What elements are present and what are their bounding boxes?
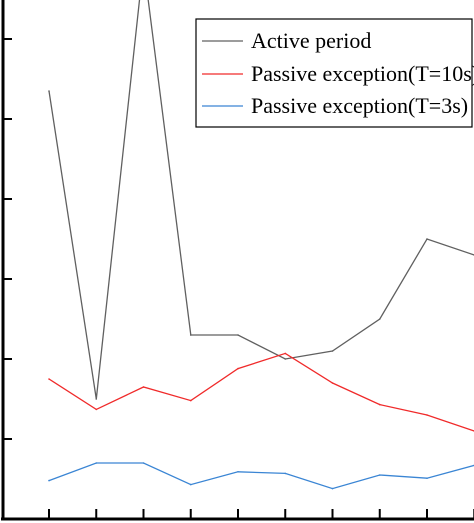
series-1-point — [378, 318, 381, 320]
series-2-point — [237, 367, 239, 370]
series-2-point — [142, 386, 145, 388]
series-3-point — [331, 487, 334, 490]
series-2-point — [284, 352, 287, 355]
series-line-2 — [48, 352, 474, 432]
series-2-point — [95, 408, 98, 411]
series-3-point — [378, 474, 381, 476]
legend-label: Active period — [251, 28, 371, 53]
legend-box — [195, 18, 473, 128]
series-3-point — [142, 462, 145, 464]
series-3-point — [426, 477, 428, 480]
series-3-point — [48, 479, 50, 482]
series-2-point — [48, 378, 50, 380]
series-line-3 — [48, 462, 474, 490]
series-lines — [48, 0, 474, 490]
legend-label: Passive exception(T=10s) — [251, 61, 474, 86]
series-2-point — [378, 403, 381, 406]
series-2-point — [331, 382, 334, 384]
series-3-point — [284, 472, 287, 475]
series-3-point — [237, 471, 239, 473]
series-1-point — [331, 350, 334, 352]
series-1-point — [95, 398, 98, 400]
legend-label: Passive exception(T=3s) — [251, 93, 468, 118]
series-1-point — [189, 334, 192, 336]
series-1-point — [284, 358, 287, 360]
series-2-point — [189, 399, 192, 402]
series-1-point — [426, 238, 428, 240]
series-1-point — [48, 90, 50, 92]
series-1-point — [237, 334, 239, 336]
series-3-point — [95, 462, 98, 464]
legend: Active period Passive exception(T=10s) Pas… — [195, 18, 474, 128]
series-2-point — [426, 414, 428, 416]
series-line-1 — [48, 0, 474, 400]
series-3-point — [189, 483, 192, 486]
